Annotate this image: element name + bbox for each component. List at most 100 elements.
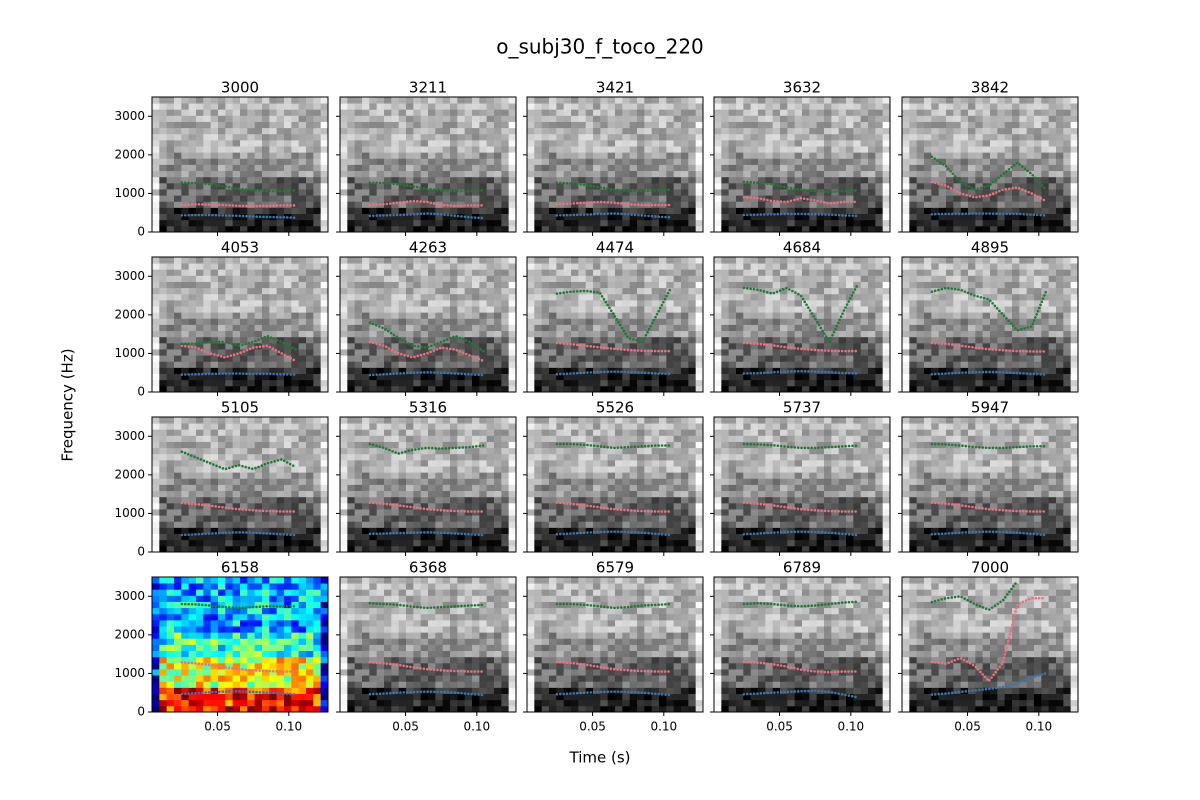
spectrogram-cell [225,385,234,393]
spectrogram-cell [527,115,535,122]
spectrogram-cell [203,176,212,184]
spectrogram-cell [975,195,984,202]
spectrogram-cell [541,281,550,289]
spectrogram-cell [659,324,667,332]
spectrogram-cell [428,146,436,153]
spectrogram-cell [420,293,429,301]
spectrogram-cell [225,373,234,381]
spectrogram-cell [882,176,891,184]
spectrogram-cell [232,170,241,178]
spectrogram-cell [472,176,480,184]
spectrogram-cell [181,269,190,276]
spectrogram-cell [196,281,204,289]
spectrogram-cell [313,201,322,208]
spectrogram-cell [1026,207,1035,214]
spectrogram-cell [953,164,962,172]
spectrogram-cell [159,201,168,208]
spectrogram-cell [376,225,385,233]
spectrogram-cell [159,312,168,319]
spectrogram-cell [714,219,722,227]
spectrogram-cell [420,281,429,289]
spectrogram-cell [902,164,910,172]
spectrogram-cell [975,213,984,221]
spectrogram-cell [629,164,638,172]
spectrogram-cell [413,164,422,172]
spectrogram-cell [695,182,704,190]
spectrogram-cell [486,133,495,141]
spectrogram-cell [629,257,638,264]
spectrogram-cell [1026,139,1035,147]
spectrogram-cell [534,176,543,184]
spectrogram-cell [376,312,385,319]
spectrogram-cell [181,367,190,374]
spectrogram-cell [313,318,322,325]
spectrogram-cell [369,385,378,393]
spectrogram-cell [924,225,932,233]
spectrogram-cell [909,306,918,313]
spectrogram-cell [946,207,954,214]
spectrogram-cell [758,312,766,319]
spectrogram-cell [225,355,234,362]
spectrogram-cell [728,367,737,374]
spectrogram-cell [695,158,704,165]
spectrogram-cell [152,379,160,387]
spectrogram-cell [306,306,314,313]
spectrogram-cell [203,269,212,276]
spectrogram-cell [347,121,356,129]
spectrogram-cell [347,361,356,368]
spectrogram-cell [203,127,212,135]
spectrogram-cell [802,361,810,368]
spectrogram-cell [938,176,947,184]
spectrogram-cell [398,330,407,338]
spectrogram-cell [615,195,623,202]
spectrogram-cell [218,342,226,350]
spectrogram-cell [196,379,204,387]
spectrogram-cell [615,293,623,301]
spectrogram-cell [232,109,241,116]
spectrogram-cell [644,293,653,301]
spectrogram-cell [666,342,675,350]
spectrogram-cell [406,306,414,313]
spectrogram-cell [225,115,234,122]
spectrogram-cell [362,379,370,387]
spectrogram-cell [909,355,918,362]
spectrogram-cell [802,97,810,104]
spectrogram-cell [750,293,759,301]
spectrogram-cell [578,213,587,221]
spectrogram-cell [750,287,759,295]
spectrogram-cell [159,97,168,104]
spectrogram-cell [875,103,884,110]
spectrogram-cell [450,336,458,344]
spectrogram-cell [714,103,722,110]
spectrogram-cell [472,201,480,208]
spectrogram-cell [831,103,840,110]
spectrogram-cell [188,312,197,319]
spectrogram-cell [868,97,876,104]
spectrogram-cell [1056,133,1064,141]
spectrogram-cell [413,146,422,153]
spectrogram-cell [247,176,256,184]
spectrogram-cell [1034,201,1042,208]
spectrogram-cell [629,367,638,374]
spectrogram-cell [615,385,623,393]
spectrogram-cell [882,109,891,116]
spectrogram-cell [391,201,400,208]
spectrogram-cell [772,189,781,196]
spectrogram-cell [809,219,818,227]
spectrogram-cell [549,349,557,356]
spectrogram-cell [442,379,451,387]
spectrogram-cell [902,133,910,141]
spectrogram-cell [960,219,969,227]
spectrogram-cell [262,127,270,135]
spectrogram-cell [666,373,675,381]
spectrogram-cell [508,213,517,221]
panel: 3842 [898,79,1079,236]
spectrogram-cell [450,189,458,196]
spectrogram-cell [938,355,947,362]
spectrogram-cell [909,269,918,276]
spectrogram-cell [916,182,925,190]
spectrogram-cell [909,324,918,332]
spectrogram-cell [225,225,234,233]
spectrogram-cell [166,189,175,196]
spectrogram-cell [203,330,212,338]
